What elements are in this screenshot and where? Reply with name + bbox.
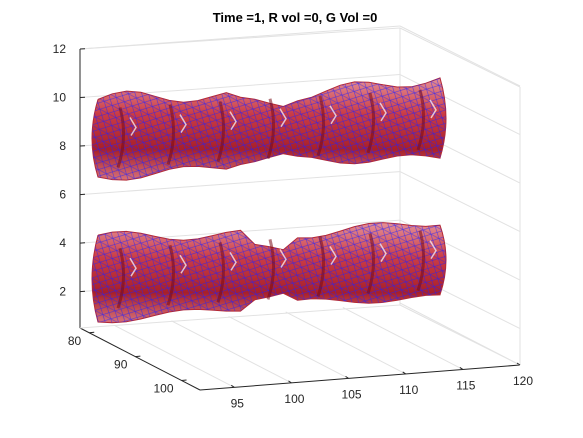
axes-box <box>79 27 521 391</box>
surface-highlight <box>329 246 337 265</box>
lower-tube-surface <box>91 222 447 324</box>
surface-fold <box>216 101 225 163</box>
z-tick-label: 6 <box>59 188 66 202</box>
surface-highlight <box>129 117 137 136</box>
surface-fold <box>116 247 125 309</box>
surface-highlight <box>179 254 187 274</box>
surface-highlight <box>429 240 437 260</box>
y-tick-label: 100 <box>154 381 174 395</box>
chart-title: Time =1, R vol =0, G Vol =0 <box>213 10 378 25</box>
x-tick-label: 120 <box>513 374 533 388</box>
z-tick-label: 12 <box>53 42 67 56</box>
y-tick-label: 90 <box>114 358 128 372</box>
z-tick-labels: 2 4 6 8 10 12 <box>53 42 86 299</box>
isosurfaces <box>91 77 447 324</box>
surface-highlight <box>379 102 387 122</box>
surface-highlight <box>279 108 287 128</box>
y-tick-label: 80 <box>68 334 82 348</box>
x-tick-label: 115 <box>456 378 475 392</box>
y-axis-line <box>79 327 201 391</box>
x-tick-label: 95 <box>231 396 245 410</box>
surface-fold <box>416 89 425 151</box>
surface-fold <box>416 230 425 292</box>
surface-fold <box>166 244 175 306</box>
surface-fold <box>266 239 275 300</box>
upper-tube-seams <box>116 89 437 168</box>
surface-highlight <box>129 257 137 277</box>
surface-highlight <box>179 114 187 133</box>
surface-highlight <box>379 243 387 262</box>
lower-tube-seams <box>116 230 437 309</box>
x-tick-labels: 95 100 105 110 115 120 <box>231 362 533 410</box>
z-tick-label: 2 <box>59 285 66 299</box>
surface-fold <box>366 233 375 295</box>
x-tick-label: 100 <box>284 392 304 406</box>
surface-highlight <box>429 99 437 119</box>
surface-fold <box>316 236 325 297</box>
x-tick-label: 110 <box>399 383 418 397</box>
surface-fold <box>316 95 325 157</box>
surface-fold <box>216 241 225 303</box>
grid-lines <box>79 25 521 388</box>
y-tick-labels: 80 90 100 <box>68 331 187 395</box>
surface-highlight <box>279 249 287 268</box>
z-tick-label: 10 <box>53 91 67 105</box>
surface-fold <box>166 104 175 166</box>
surface-highlight <box>329 105 337 125</box>
z-tick-label: 4 <box>59 236 66 250</box>
surface-fold <box>266 98 275 160</box>
surface-highlight <box>229 251 237 271</box>
surface-fold <box>366 92 375 154</box>
surface-highlight <box>229 111 237 131</box>
surface-fold <box>116 107 125 168</box>
x-tick-label: 105 <box>342 387 362 401</box>
x-axis-line <box>199 364 521 391</box>
z-tick-label: 8 <box>59 139 66 153</box>
